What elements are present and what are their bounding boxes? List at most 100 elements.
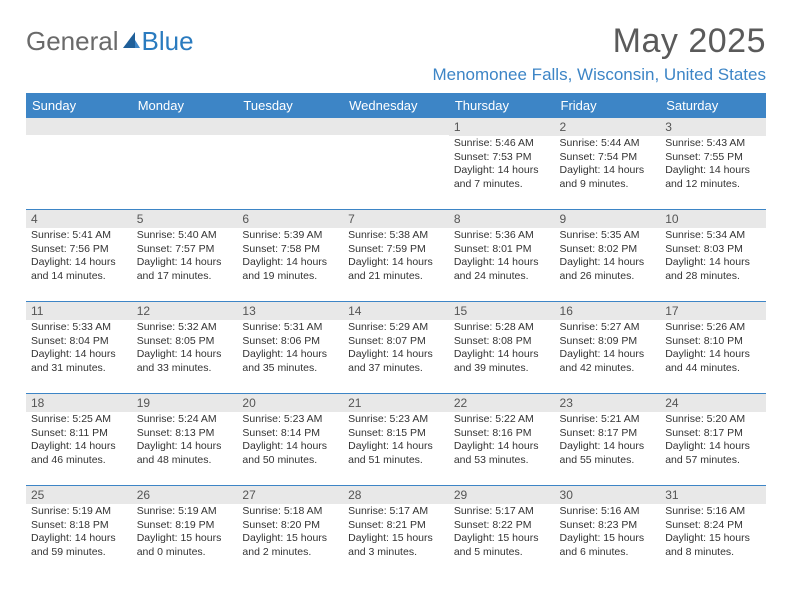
calendar-day-cell <box>343 118 449 210</box>
calendar-day-cell <box>237 118 343 210</box>
day-info: Sunrise: 5:31 AMSunset: 8:06 PMDaylight:… <box>237 320 343 379</box>
sunrise-text: Sunrise: 5:17 AM <box>348 505 444 519</box>
day-info: Sunrise: 5:29 AMSunset: 8:07 PMDaylight:… <box>343 320 449 379</box>
day-info: Sunrise: 5:23 AMSunset: 8:14 PMDaylight:… <box>237 412 343 471</box>
logo-sail-icon <box>121 26 141 57</box>
calendar-day-cell: 11Sunrise: 5:33 AMSunset: 8:04 PMDayligh… <box>26 302 132 394</box>
calendar-day-cell: 21Sunrise: 5:23 AMSunset: 8:15 PMDayligh… <box>343 394 449 486</box>
sunrise-text: Sunrise: 5:28 AM <box>454 321 550 335</box>
day-number: 17 <box>660 302 766 320</box>
calendar-day-cell: 29Sunrise: 5:17 AMSunset: 8:22 PMDayligh… <box>449 486 555 578</box>
sunset-text: Sunset: 8:13 PM <box>137 427 233 441</box>
sunrise-text: Sunrise: 5:39 AM <box>242 229 338 243</box>
sunset-text: Sunset: 8:24 PM <box>665 519 761 533</box>
weekday-header: Sunday <box>26 94 132 118</box>
sunset-text: Sunset: 8:16 PM <box>454 427 550 441</box>
weekday-header: Friday <box>555 94 661 118</box>
calendar-day-cell: 26Sunrise: 5:19 AMSunset: 8:19 PMDayligh… <box>132 486 238 578</box>
daylight-text: Daylight: 14 hours and 57 minutes. <box>665 440 761 467</box>
weekday-header: Saturday <box>660 94 766 118</box>
sunset-text: Sunset: 8:18 PM <box>31 519 127 533</box>
sunrise-text: Sunrise: 5:32 AM <box>137 321 233 335</box>
daylight-text: Daylight: 15 hours and 6 minutes. <box>560 532 656 559</box>
title-block: May 2025 Menomonee Falls, Wisconsin, Uni… <box>432 22 766 85</box>
sunset-text: Sunset: 7:54 PM <box>560 151 656 165</box>
calendar-day-cell: 22Sunrise: 5:22 AMSunset: 8:16 PMDayligh… <box>449 394 555 486</box>
calendar-day-cell <box>132 118 238 210</box>
calendar-day-cell: 18Sunrise: 5:25 AMSunset: 8:11 PMDayligh… <box>26 394 132 486</box>
daylight-text: Daylight: 14 hours and 19 minutes. <box>242 256 338 283</box>
sunrise-text: Sunrise: 5:16 AM <box>560 505 656 519</box>
sunrise-text: Sunrise: 5:40 AM <box>137 229 233 243</box>
sunset-text: Sunset: 8:07 PM <box>348 335 444 349</box>
calendar-day-cell: 4Sunrise: 5:41 AMSunset: 7:56 PMDaylight… <box>26 210 132 302</box>
sunset-text: Sunset: 8:19 PM <box>137 519 233 533</box>
sunset-text: Sunset: 8:06 PM <box>242 335 338 349</box>
day-number: 5 <box>132 210 238 228</box>
calendar-day-cell: 5Sunrise: 5:40 AMSunset: 7:57 PMDaylight… <box>132 210 238 302</box>
sunrise-text: Sunrise: 5:20 AM <box>665 413 761 427</box>
weekday-header-row: Sunday Monday Tuesday Wednesday Thursday… <box>26 94 766 118</box>
month-title: May 2025 <box>432 22 766 61</box>
sunset-text: Sunset: 8:22 PM <box>454 519 550 533</box>
day-number: 23 <box>555 394 661 412</box>
sunset-text: Sunset: 8:20 PM <box>242 519 338 533</box>
sunrise-text: Sunrise: 5:24 AM <box>137 413 233 427</box>
daylight-text: Daylight: 14 hours and 17 minutes. <box>137 256 233 283</box>
day-number: 24 <box>660 394 766 412</box>
calendar-day-cell: 14Sunrise: 5:29 AMSunset: 8:07 PMDayligh… <box>343 302 449 394</box>
sunset-text: Sunset: 8:10 PM <box>665 335 761 349</box>
daylight-text: Daylight: 14 hours and 24 minutes. <box>454 256 550 283</box>
day-number: 22 <box>449 394 555 412</box>
sunset-text: Sunset: 7:59 PM <box>348 243 444 257</box>
sunset-text: Sunset: 8:08 PM <box>454 335 550 349</box>
day-number <box>26 118 132 135</box>
calendar-day-cell: 17Sunrise: 5:26 AMSunset: 8:10 PMDayligh… <box>660 302 766 394</box>
day-number <box>237 118 343 135</box>
daylight-text: Daylight: 14 hours and 44 minutes. <box>665 348 761 375</box>
day-info: Sunrise: 5:27 AMSunset: 8:09 PMDaylight:… <box>555 320 661 379</box>
daylight-text: Daylight: 14 hours and 55 minutes. <box>560 440 656 467</box>
daylight-text: Daylight: 14 hours and 14 minutes. <box>31 256 127 283</box>
weekday-header: Wednesday <box>343 94 449 118</box>
weekday-header: Thursday <box>449 94 555 118</box>
calendar-day-cell: 1Sunrise: 5:46 AMSunset: 7:53 PMDaylight… <box>449 118 555 210</box>
day-number: 12 <box>132 302 238 320</box>
daylight-text: Daylight: 14 hours and 42 minutes. <box>560 348 656 375</box>
calendar-day-cell: 10Sunrise: 5:34 AMSunset: 8:03 PMDayligh… <box>660 210 766 302</box>
logo-text-blue: Blue <box>142 26 194 57</box>
daylight-text: Daylight: 14 hours and 33 minutes. <box>137 348 233 375</box>
daylight-text: Daylight: 14 hours and 35 minutes. <box>242 348 338 375</box>
calendar-day-cell: 19Sunrise: 5:24 AMSunset: 8:13 PMDayligh… <box>132 394 238 486</box>
sunrise-text: Sunrise: 5:16 AM <box>665 505 761 519</box>
calendar-day-cell: 6Sunrise: 5:39 AMSunset: 7:58 PMDaylight… <box>237 210 343 302</box>
sunrise-text: Sunrise: 5:34 AM <box>665 229 761 243</box>
sunrise-text: Sunrise: 5:36 AM <box>454 229 550 243</box>
day-number: 16 <box>555 302 661 320</box>
calendar-week-row: 11Sunrise: 5:33 AMSunset: 8:04 PMDayligh… <box>26 302 766 394</box>
day-info: Sunrise: 5:43 AMSunset: 7:55 PMDaylight:… <box>660 136 766 195</box>
sunset-text: Sunset: 7:58 PM <box>242 243 338 257</box>
day-info: Sunrise: 5:39 AMSunset: 7:58 PMDaylight:… <box>237 228 343 287</box>
day-info: Sunrise: 5:19 AMSunset: 8:18 PMDaylight:… <box>26 504 132 563</box>
calendar-day-cell: 3Sunrise: 5:43 AMSunset: 7:55 PMDaylight… <box>660 118 766 210</box>
daylight-text: Daylight: 14 hours and 53 minutes. <box>454 440 550 467</box>
day-number: 7 <box>343 210 449 228</box>
day-number: 8 <box>449 210 555 228</box>
day-number: 3 <box>660 118 766 136</box>
calendar-week-row: 25Sunrise: 5:19 AMSunset: 8:18 PMDayligh… <box>26 486 766 578</box>
sunrise-text: Sunrise: 5:27 AM <box>560 321 656 335</box>
day-number: 11 <box>26 302 132 320</box>
calendar-table: Sunday Monday Tuesday Wednesday Thursday… <box>26 93 766 578</box>
day-number <box>132 118 238 135</box>
day-info: Sunrise: 5:32 AMSunset: 8:05 PMDaylight:… <box>132 320 238 379</box>
day-number: 2 <box>555 118 661 136</box>
sunrise-text: Sunrise: 5:29 AM <box>348 321 444 335</box>
sunrise-text: Sunrise: 5:19 AM <box>137 505 233 519</box>
day-number: 30 <box>555 486 661 504</box>
daylight-text: Daylight: 14 hours and 28 minutes. <box>665 256 761 283</box>
calendar-day-cell: 31Sunrise: 5:16 AMSunset: 8:24 PMDayligh… <box>660 486 766 578</box>
day-number: 21 <box>343 394 449 412</box>
day-info: Sunrise: 5:17 AMSunset: 8:21 PMDaylight:… <box>343 504 449 563</box>
sunset-text: Sunset: 8:14 PM <box>242 427 338 441</box>
